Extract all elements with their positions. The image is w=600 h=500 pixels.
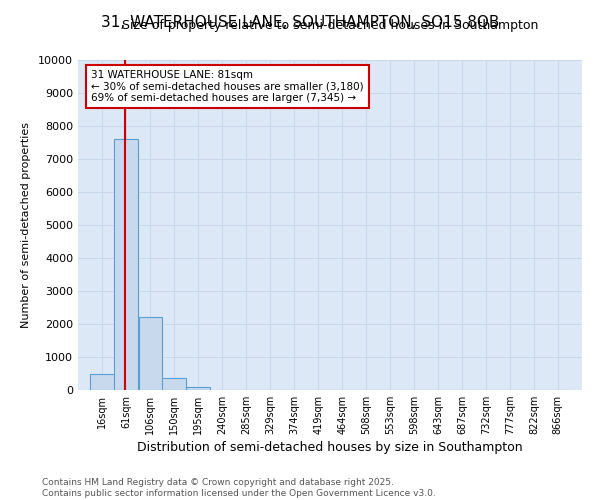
Title: Size of property relative to semi-detached houses in Southampton: Size of property relative to semi-detach…: [122, 20, 538, 32]
Bar: [162, 378, 186, 390]
Text: 31 WATERHOUSE LANE: 81sqm
← 30% of semi-detached houses are smaller (3,180)
69% : 31 WATERHOUSE LANE: 81sqm ← 30% of semi-…: [91, 70, 364, 103]
Bar: [139, 318, 162, 390]
X-axis label: Distribution of semi-detached houses by size in Southampton: Distribution of semi-detached houses by …: [137, 442, 523, 454]
Bar: [115, 139, 138, 390]
Bar: [91, 374, 114, 390]
Text: Contains HM Land Registry data © Crown copyright and database right 2025.
Contai: Contains HM Land Registry data © Crown c…: [42, 478, 436, 498]
Text: 31, WATERHOUSE LANE, SOUTHAMPTON, SO15 8QB: 31, WATERHOUSE LANE, SOUTHAMPTON, SO15 8…: [101, 15, 499, 30]
Y-axis label: Number of semi-detached properties: Number of semi-detached properties: [21, 122, 31, 328]
Bar: [187, 386, 210, 390]
